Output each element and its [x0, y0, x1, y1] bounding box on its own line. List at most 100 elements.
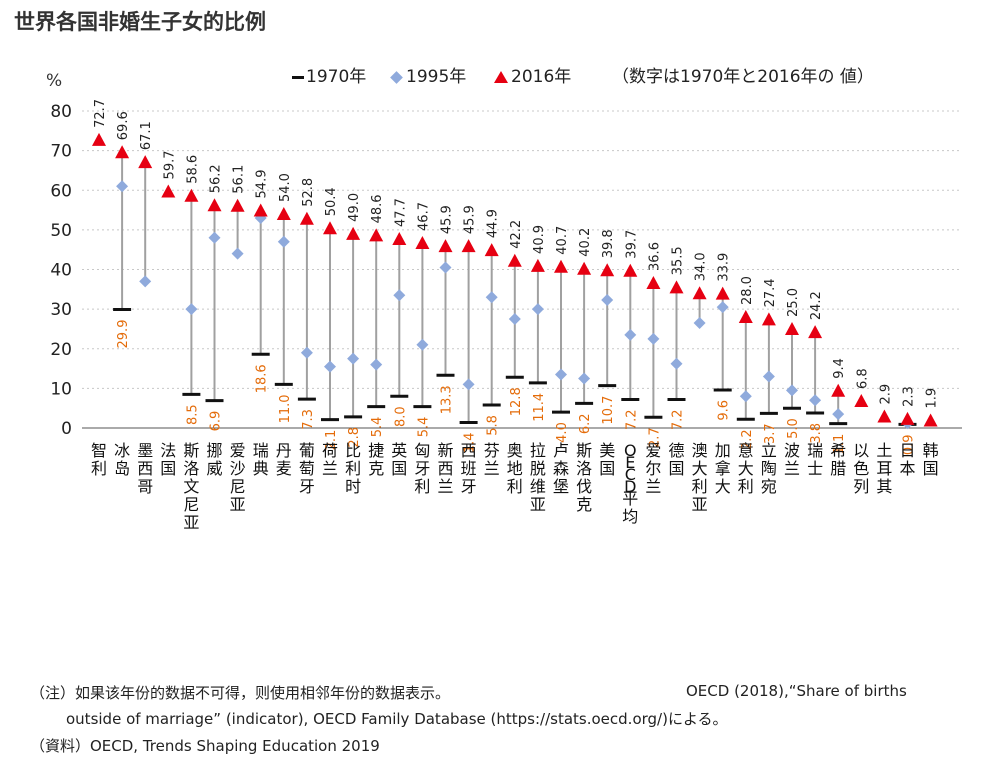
x-category-label: 希腊 — [830, 441, 846, 478]
data-label-2016: 2.3 — [902, 386, 917, 407]
data-label-1970: 8.0 — [393, 406, 408, 427]
x-category-label: 日本 — [899, 441, 915, 478]
data-label-1970: 7.2 — [624, 409, 639, 430]
data-label-1970: 3.8 — [809, 423, 824, 444]
x-category-label: 瑞士 — [807, 441, 823, 478]
point-2016 — [415, 235, 430, 249]
footnote-source-1: OECD (2018),“Share of births — [686, 682, 907, 700]
data-label-2016: 6.8 — [855, 368, 870, 389]
data-label-2016: 35.5 — [671, 246, 686, 275]
point-2016 — [692, 286, 707, 300]
data-label-2016: 9.4 — [832, 358, 847, 379]
x-category-label: 加拿大 — [715, 441, 731, 496]
data-label-2016: 50.4 — [324, 187, 339, 216]
point-1995 — [508, 313, 521, 326]
data-label-1970: 7.3 — [301, 409, 316, 430]
point-1995 — [462, 378, 475, 391]
point-1995 — [601, 294, 614, 307]
data-label-2016: 28.0 — [740, 276, 755, 305]
data-label-1970: 12.8 — [509, 387, 524, 416]
point-1995 — [716, 301, 729, 314]
x-category-label: 卢森堡 — [553, 441, 569, 496]
data-label-1970: 13.3 — [440, 385, 455, 414]
point-2016 — [92, 132, 106, 146]
x-category-label: 新西兰 — [437, 441, 453, 496]
point-1995 — [347, 352, 360, 365]
data-label-1970: 7.2 — [671, 409, 686, 430]
point-2016 — [461, 239, 476, 253]
x-category-label: 立陶宛 — [761, 441, 777, 496]
data-label-2016: 49.0 — [347, 193, 362, 222]
point-1995 — [439, 261, 452, 274]
data-label-1970: 0.9 — [902, 434, 917, 455]
data-label-2016: 69.6 — [116, 111, 131, 140]
x-category-label: 比利时 — [345, 441, 361, 496]
x-category-label: 法国 — [160, 441, 176, 478]
x-category-label: 芬兰 — [484, 441, 500, 478]
point-2016 — [808, 325, 823, 339]
legend-item-2016: 2016年 — [494, 62, 571, 87]
point-1995 — [624, 328, 637, 341]
y-tick-label: 40 — [50, 261, 72, 281]
point-2016 — [438, 239, 453, 253]
x-category-label: 挪威 — [206, 441, 222, 478]
y-tick-label: 70 — [50, 142, 72, 162]
point-2016 — [831, 383, 846, 397]
point-2016 — [669, 280, 684, 294]
point-1995 — [832, 408, 845, 421]
x-category-label: 冰岛 — [114, 441, 130, 478]
data-label-2016: 36.6 — [647, 242, 662, 271]
data-label-1970: 2.7 — [647, 427, 662, 448]
point-1995 — [416, 338, 429, 351]
data-label-1970: 6.2 — [578, 413, 593, 434]
data-label-1970: 9.6 — [717, 400, 732, 421]
data-label-1970: 10.7 — [601, 396, 616, 425]
point-2016 — [646, 275, 661, 289]
data-label-2016: 24.2 — [809, 291, 824, 320]
y-axis-unit: % — [46, 71, 62, 91]
data-label-2016: 40.9 — [532, 225, 547, 254]
y-tick-label: 0 — [61, 419, 72, 439]
point-1995 — [485, 291, 498, 304]
data-label-1970: 2.8 — [347, 427, 362, 448]
data-label-2016: 56.2 — [209, 164, 224, 193]
data-label-1970: 29.9 — [116, 320, 131, 349]
point-2016 — [484, 243, 499, 257]
footnote-source-2: outside of marriage” (indicator), OECD F… — [66, 710, 728, 728]
point-2016 — [923, 413, 938, 427]
x-category-label: 墨西哥 — [137, 441, 153, 496]
legend-triangle-icon — [494, 71, 508, 83]
data-label-2016: 56.1 — [232, 165, 247, 194]
data-label-1970: 1.1 — [832, 434, 847, 455]
chart-title: 世界各国非婚生子女的比例 — [14, 10, 266, 34]
footnote-note: （注）如果该年份的数据不可得，则使用相邻年份的数据表示。 — [30, 684, 451, 702]
data-label-2016: 39.8 — [601, 229, 616, 258]
point-2016 — [138, 155, 153, 169]
legend-note: （数字は1970年と2016年の 値） — [612, 67, 874, 87]
x-category-label: 荷兰 — [322, 441, 338, 478]
data-label-2016: 40.7 — [555, 226, 570, 255]
point-2016 — [877, 409, 892, 423]
data-label-2016: 45.9 — [440, 205, 455, 234]
data-label-2016: 72.7 — [93, 99, 108, 128]
data-label-2016: 52.8 — [301, 178, 316, 207]
x-category-label: 奥地利 — [507, 441, 523, 496]
data-label-2016: 45.9 — [463, 205, 478, 234]
data-label-1970: 11.4 — [532, 393, 547, 422]
point-2016 — [346, 226, 361, 240]
point-2016 — [161, 184, 176, 198]
point-2016 — [369, 228, 384, 242]
data-label-1970: 5.8 — [486, 415, 501, 436]
point-1995 — [531, 303, 544, 316]
point-1995 — [139, 275, 152, 288]
legend-label-1995: 1995年 — [406, 67, 467, 87]
point-2016 — [299, 211, 314, 225]
x-category-label: 瑞典 — [253, 441, 269, 478]
data-label-2016: 33.9 — [717, 253, 732, 282]
point-1995 — [116, 180, 129, 193]
data-label-1970: 8.5 — [185, 404, 200, 425]
x-category-label: 爱尔兰 — [645, 441, 661, 496]
data-label-1970: 3.7 — [763, 423, 778, 444]
point-1995 — [555, 368, 567, 381]
point-1995 — [324, 360, 336, 373]
